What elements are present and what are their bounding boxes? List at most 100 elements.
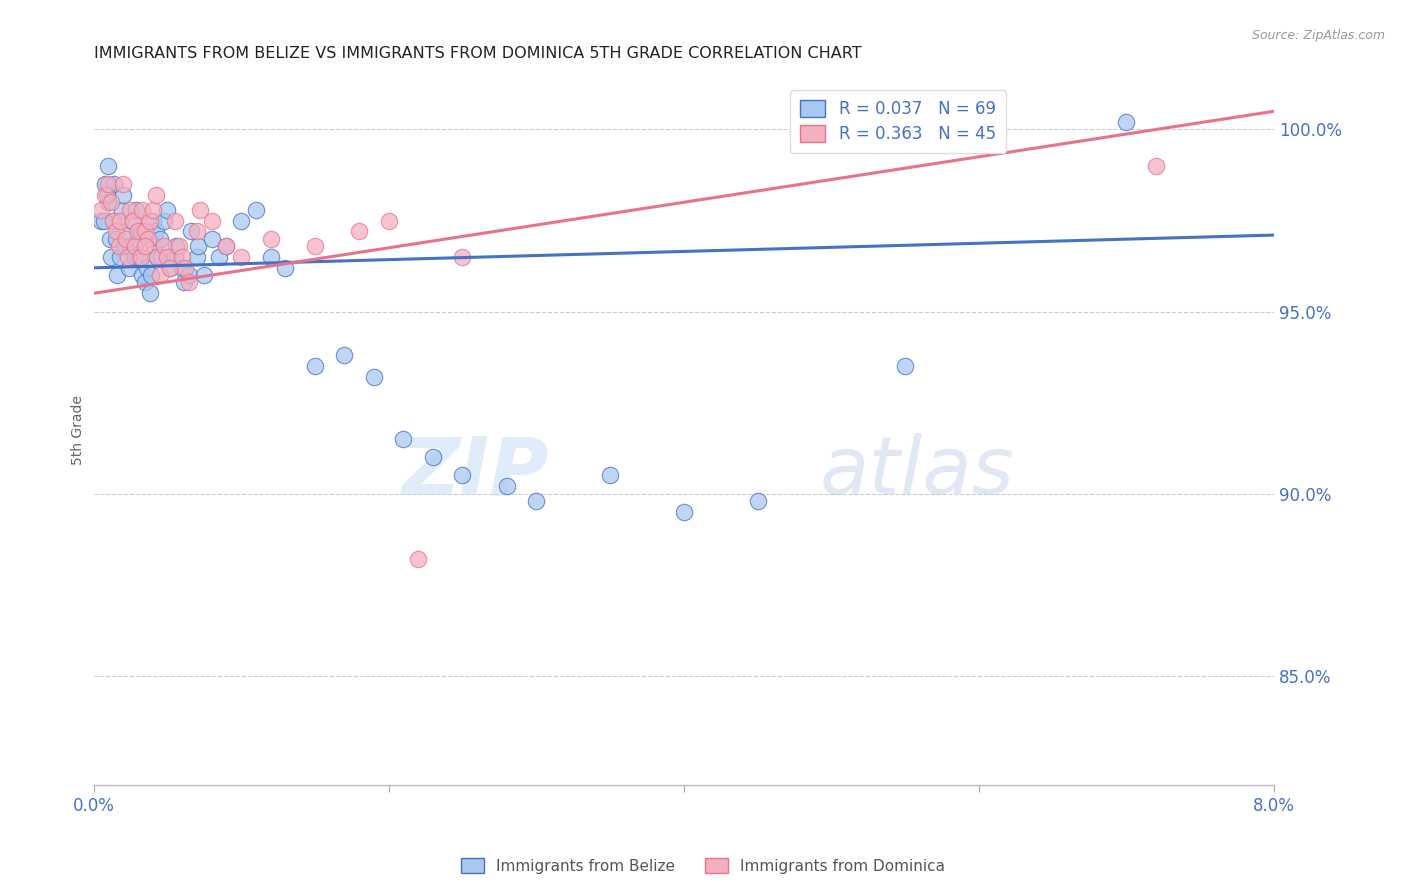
Point	[97, 195, 120, 210]
Point	[363, 370, 385, 384]
Point	[201, 213, 224, 227]
Point	[172, 260, 194, 275]
Point	[145, 224, 167, 238]
Point	[97, 177, 120, 191]
Point	[156, 202, 179, 217]
Point	[495, 479, 517, 493]
Point	[93, 213, 115, 227]
Point	[377, 213, 399, 227]
Point	[1144, 159, 1167, 173]
Point	[114, 239, 136, 253]
Point	[139, 268, 162, 282]
Point	[146, 250, 169, 264]
Point	[672, 505, 695, 519]
Point	[422, 450, 444, 464]
Point	[146, 250, 169, 264]
Point	[127, 232, 149, 246]
Point	[142, 213, 165, 227]
Point	[115, 232, 138, 246]
Point	[259, 250, 281, 264]
Point	[186, 250, 208, 264]
Point	[100, 250, 122, 264]
Point	[90, 213, 112, 227]
Point	[129, 224, 152, 238]
Point	[108, 213, 131, 227]
Point	[104, 224, 127, 238]
Point	[90, 202, 112, 217]
Point	[245, 202, 267, 217]
Point	[599, 468, 621, 483]
Point	[149, 232, 172, 246]
Point	[100, 195, 122, 210]
Legend: R = 0.037   N = 69, R = 0.363   N = 45: R = 0.037 N = 69, R = 0.363 N = 45	[790, 90, 1005, 153]
Point	[165, 239, 187, 253]
Point	[304, 239, 326, 253]
Point	[186, 224, 208, 238]
Point	[747, 493, 769, 508]
Point	[156, 250, 179, 264]
Point	[259, 232, 281, 246]
Point	[112, 188, 135, 202]
Point	[1115, 115, 1137, 129]
Point	[894, 359, 917, 373]
Point	[131, 202, 153, 217]
Legend: Immigrants from Belize, Immigrants from Dominica: Immigrants from Belize, Immigrants from …	[454, 852, 952, 880]
Point	[127, 224, 149, 238]
Point	[215, 239, 238, 253]
Point	[229, 250, 252, 264]
Point	[124, 250, 146, 264]
Point	[94, 188, 117, 202]
Point	[129, 250, 152, 264]
Point	[159, 260, 181, 275]
Point	[188, 202, 211, 217]
Point	[187, 239, 209, 253]
Point	[274, 260, 297, 275]
Point	[138, 286, 160, 301]
Point	[173, 276, 195, 290]
Point	[97, 159, 120, 173]
Point	[145, 188, 167, 202]
Point	[94, 177, 117, 191]
Point	[104, 232, 127, 246]
Point	[103, 177, 125, 191]
Point	[134, 276, 156, 290]
Point	[128, 250, 150, 264]
Point	[163, 213, 186, 227]
Text: IMMIGRANTS FROM BELIZE VS IMMIGRANTS FROM DOMINICA 5TH GRADE CORRELATION CHART: IMMIGRANTS FROM BELIZE VS IMMIGRANTS FRO…	[94, 46, 862, 62]
Point	[208, 250, 231, 264]
Point	[143, 239, 166, 253]
Point	[333, 348, 356, 362]
Point	[117, 250, 139, 264]
Point	[172, 250, 194, 264]
Point	[112, 177, 135, 191]
Point	[215, 239, 238, 253]
Point	[150, 250, 173, 264]
Point	[201, 232, 224, 246]
Point	[304, 359, 326, 373]
Point	[101, 213, 124, 227]
Point	[524, 493, 547, 508]
Point	[406, 552, 429, 566]
Point	[159, 260, 181, 275]
Text: ZIP: ZIP	[401, 434, 548, 511]
Point	[179, 268, 201, 282]
Point	[101, 213, 124, 227]
Point	[118, 260, 141, 275]
Point	[451, 468, 474, 483]
Point	[157, 250, 180, 264]
Point	[134, 224, 156, 238]
Point	[163, 250, 186, 264]
Point	[138, 213, 160, 227]
Point	[120, 202, 142, 217]
Point	[142, 202, 165, 217]
Point	[96, 188, 118, 202]
Point	[125, 202, 148, 217]
Point	[135, 260, 157, 275]
Point	[124, 239, 146, 253]
Point	[131, 268, 153, 282]
Point	[180, 224, 202, 238]
Point	[120, 239, 142, 253]
Point	[347, 224, 370, 238]
Text: atlas: atlas	[820, 434, 1014, 511]
Point	[451, 250, 474, 264]
